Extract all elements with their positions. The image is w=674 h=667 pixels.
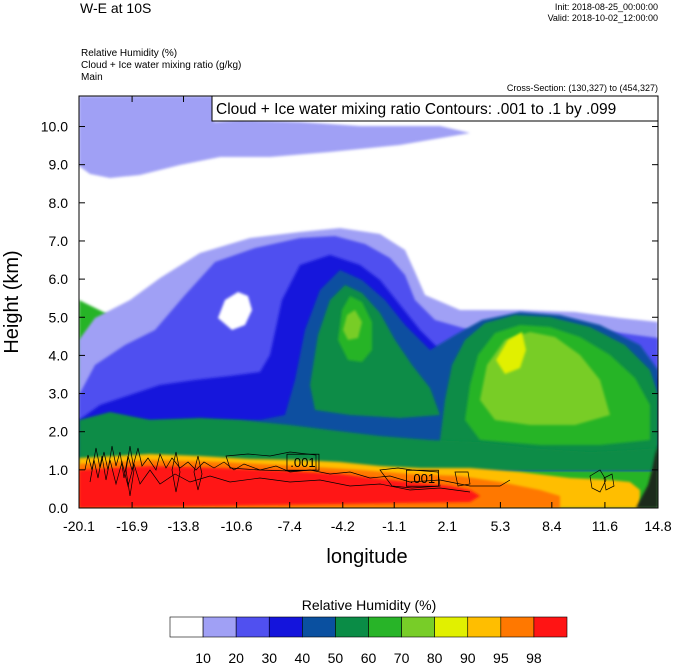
y-tick-label: 3.0: [49, 386, 69, 402]
cloud-contour-line: [225, 451, 317, 472]
x-axis-label: longitude: [326, 546, 407, 568]
colorbar-box: [533, 616, 568, 638]
y-tick-label: 9.0: [49, 157, 69, 173]
cloud-contour-line: [589, 469, 607, 493]
cloud-contour-line: [171, 451, 181, 493]
colorbar-box: [169, 616, 204, 638]
colorbar-box: [268, 616, 303, 638]
colorbar-level-label: 70: [394, 650, 410, 666]
rh-region-east-yellow: [496, 332, 526, 374]
colorbar-level-label: 80: [427, 650, 443, 666]
y-tick-label: 4.0: [49, 347, 69, 363]
x-tick-label: -10.6: [221, 518, 253, 534]
cloud-contour-line: [454, 471, 471, 487]
colorbar-box: [368, 616, 402, 638]
svg-text:.001: .001: [290, 455, 315, 470]
colorbar-box: [302, 616, 336, 638]
rh-region-upper-lavender: [79, 96, 470, 178]
contour-info-text: Cloud + Ice water mixing ratio Contours:…: [216, 101, 616, 118]
colorbar-box: [500, 616, 535, 638]
page-title: W-E at 10S: [80, 0, 152, 16]
colorbar-box: [202, 616, 237, 638]
cloud-contour-line: [89, 455, 471, 493]
colorbar-level-label: 98: [526, 650, 542, 666]
y-tick-label: 8.0: [49, 195, 69, 211]
colorbar-level-label: 20: [228, 650, 244, 666]
contour-info-box: Cloud + Ice water mixing ratio Contours:…: [211, 95, 659, 122]
contour-label: .001: [286, 453, 320, 471]
field-label-main: Main: [81, 72, 103, 83]
cross-section-label: Cross-Section: (130,327) to (454,327): [506, 83, 658, 93]
colorbar: Relative Humidity (%) 10 20 30 40 50 60 70 80 90…: [169, 597, 568, 666]
field-label-rh: Relative Humidity (%): [81, 48, 178, 59]
cloud-contour-line: [125, 445, 135, 497]
rh-region-terrain-dark: [636, 445, 658, 508]
svg-text:.001: .001: [410, 471, 435, 486]
x-tick-label: 2.1: [438, 518, 458, 534]
x-tick-label: -20.1: [63, 518, 95, 534]
cloud-contour-line: [193, 455, 203, 491]
field-label-qcloud: Cloud + Ice water mixing ratio (g/kg): [81, 60, 242, 71]
x-tick-label: 5.3: [491, 518, 511, 534]
humidity-field: [79, 96, 658, 508]
y-axis-label: Height (km): [1, 250, 23, 353]
rh-region-plume-lime: [343, 310, 362, 340]
colorbar-title: Relative Humidity (%): [302, 597, 437, 613]
y-tick-label: 0.0: [49, 500, 69, 516]
rh-region-white-pocket-upper: [218, 292, 252, 330]
x-tick-label: -13.8: [168, 518, 200, 534]
colorbar-level-label: 10: [195, 650, 211, 666]
colorbar-level-label: 90: [460, 650, 476, 666]
contour-label: .001: [406, 469, 439, 487]
x-tick-label: -7.4: [278, 518, 302, 534]
x-tick-label: 11.6: [592, 518, 618, 534]
colorbar-level-label: 30: [261, 650, 277, 666]
colorbar-level-label: 95: [493, 650, 509, 666]
x-tick-label: -1.1: [382, 518, 406, 534]
valid-time: Valid: 2018-10-02_12:00:00: [547, 13, 658, 23]
init-time: Init: 2018-08-25_00:00:00: [554, 2, 658, 12]
colorbar-box: [434, 616, 469, 638]
y-tick-label: 1.0: [49, 462, 69, 478]
y-tick-label: 10.0: [41, 119, 68, 135]
cloud-contours: .001 .001: [84, 445, 615, 497]
colorbar-box: [467, 616, 502, 638]
colorbar-box: [335, 616, 369, 638]
axes: -20.1 -16.9 -13.8 -10.6 -7.4 -4.2 -1.1 2.1 5.3 8.…: [41, 96, 672, 534]
y-tick-label: 6.0: [49, 271, 69, 287]
colorbar-box: [401, 616, 435, 638]
y-tick-label: 7.0: [49, 233, 69, 249]
y-tick-label: 2.0: [49, 424, 69, 440]
x-tick-label: -16.9: [116, 518, 148, 534]
x-tick-label: 14.8: [644, 518, 671, 534]
colorbar-level-label: 40: [295, 650, 311, 666]
colorbar-level-label: 60: [361, 650, 377, 666]
colorbar-box: [235, 616, 270, 638]
colorbar-level-label: 50: [328, 650, 344, 666]
cloud-contour-line: [84, 445, 511, 487]
cloud-contour-line: [603, 473, 615, 491]
rh-region-lower-green-layer: [79, 412, 658, 470]
cloud-contour-line: [379, 467, 441, 489]
x-tick-label: 8.4: [542, 518, 562, 534]
x-tick-label: -4.2: [331, 518, 355, 534]
y-tick-label: 5.0: [49, 309, 69, 325]
